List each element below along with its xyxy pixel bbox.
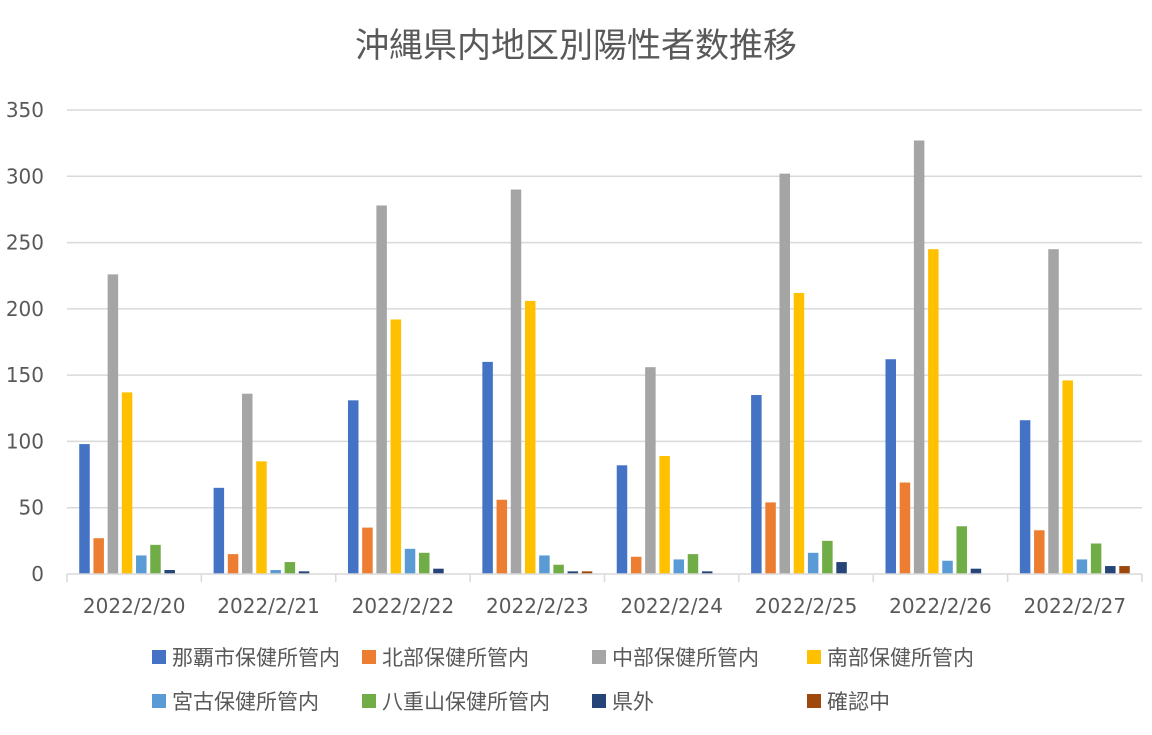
y-tick-label: 50 — [19, 496, 44, 520]
bar-2-6 — [765, 502, 776, 574]
bar-2-4 — [496, 499, 508, 574]
legend-label: 中部保健所管内 — [612, 646, 759, 670]
bar-1-3 — [347, 400, 359, 574]
bar-5-5 — [673, 559, 685, 574]
x-tick-label: 2022/2/22 — [352, 594, 455, 618]
legend-swatch — [362, 650, 376, 664]
legend-label: 県外 — [612, 690, 654, 714]
bar-7-1 — [164, 570, 175, 574]
legend-swatch — [592, 650, 606, 664]
x-tick-label: 2022/2/27 — [1024, 594, 1127, 618]
legend-label: 八重山保健所管内 — [382, 690, 550, 714]
bar-3-1 — [107, 274, 119, 574]
legend-label: 南部保健所管内 — [827, 646, 974, 670]
bar-5-3 — [404, 548, 416, 574]
bar-1-1 — [79, 444, 90, 574]
bar-3-8 — [1048, 249, 1059, 574]
x-axis: 2022/2/20 2022/2/21 2022/2/22 2022/2/23 2022… — [66, 573, 1143, 618]
bar-6-1 — [150, 544, 161, 574]
bar-5-7 — [942, 560, 953, 574]
gridlines — [67, 109, 1142, 509]
bar-4-1 — [121, 392, 133, 574]
bar-1-8 — [1019, 420, 1031, 574]
bar-1-5 — [616, 465, 628, 574]
bar-6-8 — [1090, 543, 1102, 574]
x-tick-label: 2022/2/21 — [217, 594, 320, 618]
y-tick-label: 150 — [6, 363, 44, 387]
chart-title: 沖縄県内地区別陽性者数推移 — [355, 26, 797, 66]
legend-swatch — [152, 694, 166, 708]
bar-2-2 — [227, 554, 239, 574]
bar-3-4 — [510, 189, 522, 575]
y-tick-label: 250 — [6, 231, 44, 255]
bar-7-6 — [836, 562, 847, 574]
x-tick-label: 2022/2/26 — [889, 594, 992, 618]
x-tick-label: 2022/2/24 — [620, 594, 723, 618]
x-tick-label: 2022/2/20 — [83, 594, 186, 618]
x-tick-label: 2022/2/25 — [755, 594, 858, 618]
bar-6-6 — [822, 540, 833, 574]
bar-5-8 — [1076, 559, 1088, 574]
bar-4-7 — [928, 249, 939, 574]
legend-swatch — [807, 650, 821, 664]
bar-2-7 — [899, 482, 911, 574]
legend-swatch — [362, 694, 376, 708]
bar-1-2 — [213, 487, 225, 574]
legend-label: 那覇市保健所管内 — [172, 646, 340, 670]
bar-3-5 — [645, 367, 656, 574]
y-tick-label: 0 — [31, 562, 44, 586]
bar-7-5 — [701, 571, 713, 574]
bar-5-1 — [136, 555, 147, 574]
y-tick-label: 350 — [6, 98, 44, 122]
bar-1-6 — [751, 395, 762, 574]
bar-8-8 — [1119, 566, 1130, 574]
y-axis-ticks: 0 50 100 150 200 250 300 350 — [6, 98, 44, 586]
bar-2-1 — [93, 538, 104, 574]
bar-5-4 — [539, 555, 550, 574]
legend-label: 宮古保健所管内 — [172, 690, 319, 714]
y-tick-label: 200 — [6, 297, 44, 321]
legend-label: 確認中 — [827, 690, 890, 714]
bars — [79, 140, 1130, 575]
legend-swatch — [807, 694, 821, 708]
bar-4-2 — [256, 461, 267, 574]
x-tick-label: 2022/2/23 — [486, 594, 589, 618]
legend-label: 北部保健所管内 — [382, 646, 529, 670]
bar-8-4 — [581, 571, 593, 574]
bar-6-5 — [687, 554, 699, 574]
bar-7-2 — [298, 571, 310, 574]
bar-4-8 — [1062, 380, 1073, 574]
bar-6-3 — [418, 552, 430, 574]
legend-swatch — [152, 650, 166, 664]
bar-4-6 — [793, 292, 805, 574]
y-tick-label: 100 — [6, 429, 44, 453]
bar-4-5 — [659, 456, 670, 574]
legend-swatch — [592, 694, 606, 708]
bar-7-4 — [567, 571, 579, 574]
bar-6-7 — [956, 526, 967, 574]
bar-1-4 — [482, 361, 493, 574]
bar-2-8 — [1034, 530, 1045, 574]
bar-2-3 — [362, 527, 373, 574]
bar-1-7 — [885, 359, 896, 574]
bar-4-4 — [524, 300, 536, 574]
bar-5-6 — [807, 552, 819, 574]
bar-3-6 — [779, 173, 791, 575]
bar-7-3 — [433, 568, 444, 574]
bar-7-8 — [1105, 566, 1116, 574]
y-tick-label: 300 — [6, 164, 44, 188]
bar-4-3 — [390, 319, 402, 574]
bar-3-3 — [376, 205, 387, 575]
bar-3-2 — [242, 393, 253, 574]
bar-2-5 — [630, 556, 642, 574]
bar-7-7 — [970, 568, 982, 574]
bar-5-2 — [270, 570, 281, 574]
bar-6-4 — [553, 564, 564, 574]
bar-3-7 — [913, 140, 925, 574]
bar-6-2 — [284, 562, 296, 574]
